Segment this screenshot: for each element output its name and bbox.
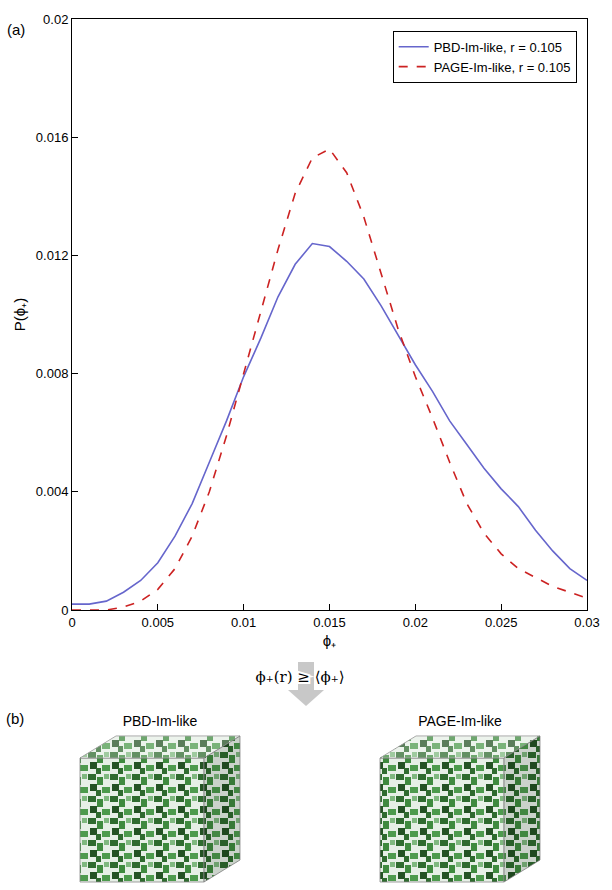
svg-text:PBD-Im-like, r = 0.105: PBD-Im-like, r = 0.105 xyxy=(434,40,562,55)
svg-text:ϕ₊: ϕ₊ xyxy=(323,632,336,649)
svg-text:0.025: 0.025 xyxy=(485,615,518,630)
svg-text:0.005: 0.005 xyxy=(142,615,175,630)
svg-text:PAGE-Im-like, r = 0.105: PAGE-Im-like, r = 0.105 xyxy=(434,60,571,75)
svg-text:(b): (b) xyxy=(6,710,24,727)
svg-text:0.02: 0.02 xyxy=(403,615,428,630)
svg-text:0.016: 0.016 xyxy=(36,130,69,145)
svg-text:P(ϕ₊): P(ϕ₊) xyxy=(11,298,28,331)
svg-text:0: 0 xyxy=(61,603,68,618)
svg-text:PBD-Im-like: PBD-Im-like xyxy=(123,713,198,729)
svg-text:0.008: 0.008 xyxy=(36,366,69,381)
svg-text:0.01: 0.01 xyxy=(231,615,256,630)
svg-text:(a): (a) xyxy=(7,21,25,38)
svg-text:0.02: 0.02 xyxy=(43,12,68,27)
svg-text:0.012: 0.012 xyxy=(36,248,69,263)
svg-text:PAGE-Im-like: PAGE-Im-like xyxy=(418,713,502,729)
svg-text:0: 0 xyxy=(68,615,75,630)
svg-text:0.015: 0.015 xyxy=(313,615,346,630)
svg-text:ϕ₊(r) ≥ ⟨ϕ₊⟩: ϕ₊(r) ≥ ⟨ϕ₊⟩ xyxy=(256,668,345,686)
svg-text:0.004: 0.004 xyxy=(36,484,69,499)
svg-text:0.03: 0.03 xyxy=(574,615,599,630)
